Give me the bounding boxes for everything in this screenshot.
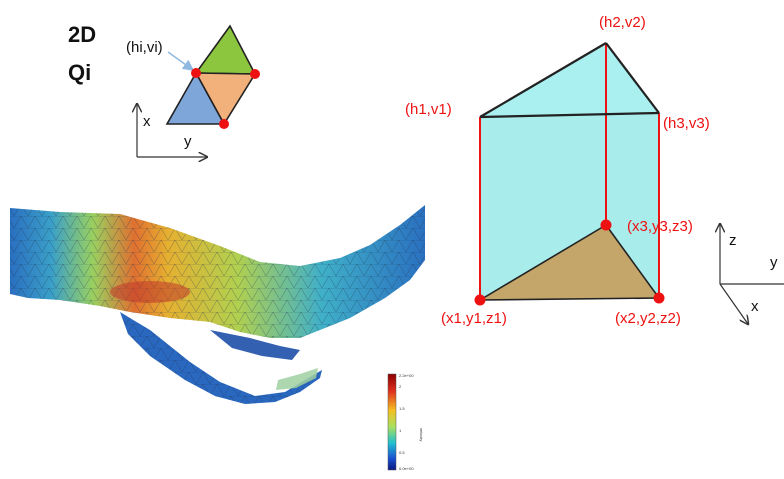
base-edge-3-2 — [605, 224, 660, 299]
triangle-top-green — [194, 24, 257, 75]
side-channel-mesh — [120, 312, 322, 404]
panel-title-2d: 2D — [68, 22, 96, 47]
colorbar-title: velocity — [419, 428, 424, 441]
base-edge-1-3 — [479, 224, 607, 301]
river-branch — [210, 330, 300, 360]
label-x1-y1-z1: (x1,y1,z1) — [441, 310, 507, 327]
axis-label-z-3d: z — [729, 232, 737, 249]
node-dot-left — [191, 68, 201, 78]
prism-3d: (h2,v2) (h1,v1) (h3,v3) (x3,y3,z3) (x1,y… — [405, 14, 710, 327]
top-edge-1-3 — [479, 111, 660, 119]
node-label-hi-vi: (hi,vi) — [126, 39, 163, 56]
colorbar-tick-1: 2 — [399, 384, 402, 389]
label-h1-v1: (h1,v1) — [405, 101, 452, 118]
colorbar-tick-0: 2.2e+00 — [399, 373, 414, 378]
base-edge-1-2 — [479, 297, 660, 301]
colorbar: 2.2e+00 2 1.5 1 0.5 0.0e+00 velocity — [387, 373, 424, 471]
node-dot-right — [250, 69, 260, 79]
colorbar-tick-2: 1.5 — [399, 406, 405, 411]
colorbar-gradient — [387, 373, 397, 471]
axis-label-y-2d: y — [184, 133, 192, 150]
node-dot-bottom — [219, 119, 229, 129]
axis-label-x-2d: x — [143, 113, 151, 130]
label-x2-y2-z2: (x2,y2,z2) — [615, 310, 681, 327]
vertex-dot-3 — [600, 219, 612, 231]
axis-label-x-3d: x — [751, 298, 759, 315]
top-edge-1-2 — [479, 42, 607, 118]
high-velocity-zone — [110, 281, 190, 303]
label-h3-v3: (h3,v3) — [663, 115, 710, 132]
side-channel-highlight — [276, 368, 318, 390]
axes-3d: z y x — [720, 224, 784, 324]
vertex-dot-1 — [474, 294, 486, 306]
label-x3-y3-z3: (x3,y3,z3) — [627, 218, 693, 235]
river-mesh-image — [10, 205, 425, 404]
top-edge-2-3 — [605, 42, 660, 114]
prism-top-face — [480, 43, 659, 117]
panel-title-qi: Qi — [68, 60, 91, 85]
river-mesh-overlay — [10, 205, 425, 338]
vertex-dot-2 — [653, 292, 665, 304]
colorbar-tick-5: 0.0e+00 — [399, 466, 414, 471]
colorbar-tick-3: 1 — [399, 428, 402, 433]
label-h2-v2: (h2,v2) — [599, 14, 646, 31]
prism-base-face — [480, 225, 659, 300]
node-pointer-arrow — [167, 51, 195, 71]
triangle-left-blue — [165, 71, 226, 125]
axis-x-3d — [719, 283, 748, 324]
colorbar-tick-4: 0.5 — [399, 450, 405, 455]
axis-label-y-3d: y — [770, 254, 778, 271]
panel-2d: 2D Qi (hi,vi) x y — [68, 22, 260, 157]
